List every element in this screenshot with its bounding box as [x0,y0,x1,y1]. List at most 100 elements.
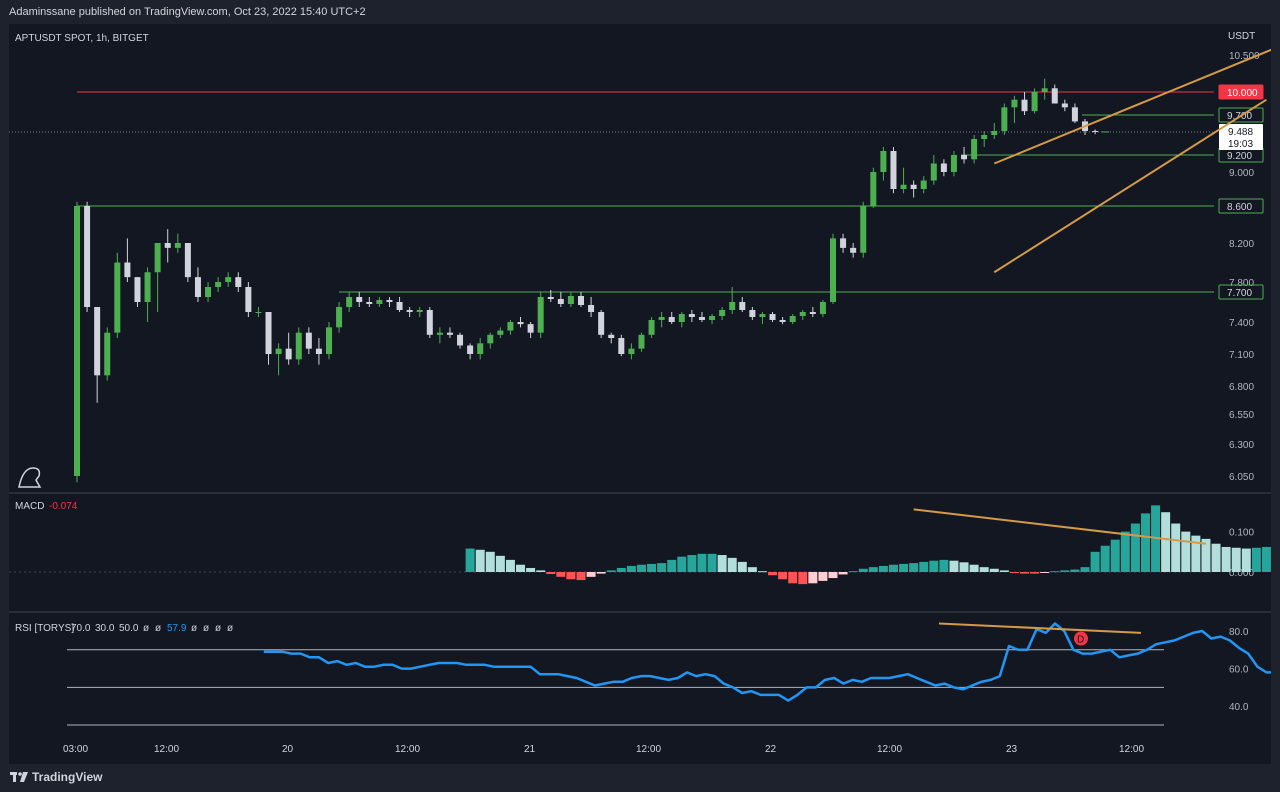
macd-histogram-bar [999,570,1009,572]
candle [1092,131,1099,132]
candle [436,332,443,335]
bar-countdown-label: 19:03 [1228,139,1253,150]
macd-histogram-bar [1241,548,1251,572]
candle [567,296,574,304]
dino-watermark-icon [18,467,42,488]
trendline[interactable] [993,46,1277,165]
macd-histogram-bar [495,555,505,572]
macd-histogram-bar [505,559,515,572]
candle [547,297,554,299]
macd-histogram-bar [959,562,969,572]
candle [961,155,968,160]
candle [215,282,222,287]
time-axis-tick: 12:00 [877,744,902,755]
candle [809,312,816,314]
macd-histogram-bar [556,572,566,577]
macd-histogram-bar [868,567,878,572]
candle [799,312,806,316]
candle [94,307,101,376]
price-level-tag [1218,107,1264,123]
macd-histogram-bar [626,565,636,572]
price-level-tag [1218,198,1264,214]
tradingview-logo[interactable]: TradingView [10,770,102,784]
candle [1071,107,1078,122]
macd-histogram-bar [838,572,848,575]
candle [880,151,887,172]
time-axis-tick: 22 [765,744,777,755]
candle [396,302,403,310]
current-price-label: 9.488 [1228,127,1253,138]
candle [860,206,867,253]
macd-histogram-bar [707,553,717,572]
price-axis-tick: 7.800 [1229,278,1254,289]
candle [981,135,988,139]
candle [104,332,111,376]
candle [74,206,80,476]
macd-histogram-bar [949,560,959,572]
macd-histogram-bar [485,551,495,572]
price-axis-tick: 6.550 [1229,410,1254,421]
rsi-legend-param: 70.0 [71,623,91,634]
macd-histogram-bar [909,563,919,572]
macd-histogram-bar [1181,531,1191,572]
macd-histogram-bar [465,548,475,572]
macd-histogram-bar [526,567,536,572]
rsi-axis-tick: 80.0 [1229,627,1249,638]
candle [890,151,897,189]
candle [749,310,756,317]
macd-histogram-bar [1030,572,1040,574]
candle [819,302,826,314]
trendline[interactable] [993,98,1267,274]
macd-histogram-bar [1060,570,1070,572]
candle [840,238,847,248]
rsi-legend-param: ø [191,623,197,634]
candle [638,334,645,349]
divergence-marker-badge[interactable] [1074,631,1088,646]
candle [709,316,716,320]
candle [487,334,494,344]
candle [205,287,212,297]
publication-text: Adaminssane published on TradingView.com… [9,6,366,18]
price-level-label: 8.600 [1227,202,1252,213]
candle [668,317,675,322]
price-axis-tick: 10.500 [1229,51,1260,62]
macd-divergence-line[interactable] [913,508,1207,545]
candle [386,300,393,302]
candle [588,305,595,312]
macd-histogram-bar [657,563,667,572]
candle [950,155,957,172]
candle [759,314,766,317]
candle [1041,88,1048,92]
candle [991,131,998,135]
macd-histogram-bar [717,555,727,572]
macd-histogram-bar [647,563,657,572]
candle [194,277,201,297]
candle [84,206,91,307]
candle [769,314,776,320]
chart-canvas[interactable]: APTUSDT SPOT, 1h, BITGET USDT MACD -0.074 RS… [9,24,1280,764]
rsi-divergence-line[interactable] [938,622,1142,634]
time-axis-tick: 12:00 [636,744,661,755]
macd-histogram-bar [798,572,808,585]
rsi-legend-param: 50.0 [119,623,139,634]
macd-histogram-bar [828,572,838,579]
chart-area[interactable]: APTUSDT SPOT, 1h, BITGET USDT MACD -0.074 RS… [9,24,1280,764]
macd-histogram-bar [979,567,989,572]
candle [557,299,564,304]
candle [114,262,121,333]
candle [1061,103,1068,108]
macd-histogram-bar [1050,571,1060,573]
candle [154,243,161,273]
macd-histogram-bar [929,560,939,572]
candle [900,184,907,189]
candle [779,320,786,322]
rsi-axis-tick: 60.0 [1229,665,1249,676]
candle [426,310,433,335]
candle [174,243,181,248]
rsi-legend-param: ø [215,623,221,634]
macd-histogram-bar [576,572,586,581]
macd-histogram-bar [888,564,898,572]
macd-legend-title: MACD [15,501,44,512]
rsi-line [263,622,1276,702]
price-axis-tick: 6.800 [1229,382,1254,393]
